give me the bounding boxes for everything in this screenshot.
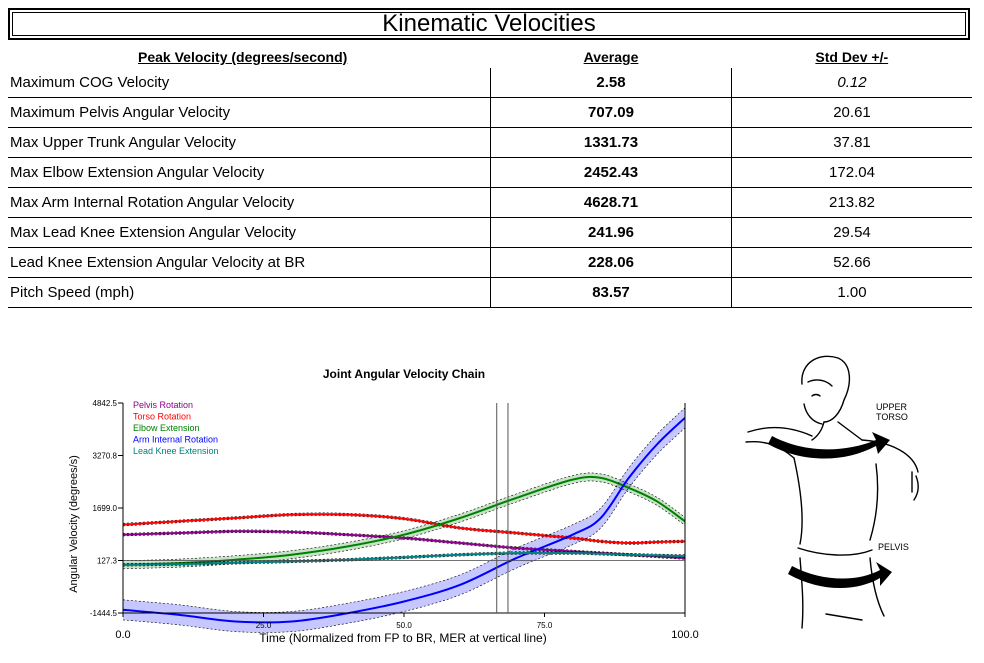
chart-svg: Joint Angular Velocity Chain Angular Vel… [68,367,699,645]
neck-outline [811,421,825,441]
belt-outline [797,547,873,556]
x-tick-label: 0.0 [115,629,130,641]
y-tick-label: 4842.5 [93,399,118,408]
series-line-2 [122,475,686,566]
left-leg-outline [799,557,804,629]
series-lower-bound-0 [122,532,686,560]
table-header-row: Peak Velocity (degrees/second) Average S… [8,46,972,68]
row-average: 2.58 [490,68,732,98]
torso-right-outline [869,463,879,541]
row-std-dev: 37.81 [731,127,972,158]
chart-y-axis-label: Angular Velocity (degrees/s) [68,455,80,593]
legend-entry: Torso Rotation [133,412,191,422]
row-std-dev: 172.04 [731,157,972,188]
row-label: Max Lead Knee Extension Angular Velocity [8,217,491,248]
head-outline [801,355,851,423]
upper-torso-label: UPPER TORSO [876,402,910,422]
series-lower-bound-3 [122,427,686,633]
legend-entry: Elbow Extension [133,423,200,433]
table-row: Pitch Speed (mph) 83.57 1.00 [8,277,972,308]
x-tick-label: 100.0 [671,629,699,641]
series-upper-bound-0 [122,529,686,557]
right-arm-outline [861,439,919,473]
torso-left-outline [793,457,803,545]
series-lower-bound-4 [122,553,686,567]
series-upper-bound-1 [122,512,686,543]
pitcher-torso-illustration: UPPER TORSO PELVIS [742,344,978,634]
series-lower-bound-1 [122,515,686,545]
row-label: Max Elbow Extension Angular Velocity [8,157,491,188]
row-average: 707.09 [490,97,732,128]
y-tick-label: 3270.8 [93,451,118,460]
x-tick-label: 75.0 [537,621,553,630]
row-std-dev: 0.12 [731,68,972,98]
chart-x-axis-label: Time (Normalized from FP to BR, MER at v… [259,631,546,645]
joint-angular-velocity-chart: Joint Angular Velocity Chain Angular Vel… [60,362,710,658]
row-label: Maximum Pelvis Angular Velocity [8,97,491,128]
row-label: Pitch Speed (mph) [8,277,491,308]
row-average: 1331.73 [490,127,732,158]
row-average: 4628.71 [490,187,732,218]
row-std-dev: 20.61 [731,97,972,128]
y-tick-label: 1699.0 [93,504,118,513]
pelvis-rotation-arrow [788,562,892,589]
table-row: Lead Knee Extension Angular Velocity at … [8,247,972,278]
right-leg-outline [869,557,885,617]
series-upper-bound-3 [122,407,686,613]
y-tick-label: 127.3 [97,556,118,565]
row-std-dev: 52.66 [731,247,972,278]
series-upper-bound-4 [122,551,686,564]
table-row: Maximum Pelvis Angular Velocity 707.09 2… [8,97,972,128]
row-label: Max Upper Trunk Angular Velocity [8,127,491,158]
legend-entry: Pelvis Rotation [133,400,193,410]
row-average: 228.06 [490,247,732,278]
table-row: Max Arm Internal Rotation Angular Veloci… [8,187,972,218]
chart-title: Joint Angular Velocity Chain [323,367,485,381]
series-line-1 [122,513,686,545]
upper-torso-rotation-arrow [768,432,890,459]
column-header-peak-velocity: Peak Velocity (degrees/second) [138,49,348,65]
legend-entry: Arm Internal Rotation [133,435,218,445]
x-tick-label: 50.0 [396,621,412,630]
series-line-4 [122,551,686,566]
row-label: Lead Knee Extension Angular Velocity at … [8,247,491,278]
legend-entry: Lead Knee Extension [133,446,219,456]
table-row: Max Upper Trunk Angular Velocity 1331.73… [8,127,972,158]
kinematic-velocities-table: Peak Velocity (degrees/second) Average S… [8,46,972,308]
row-std-dev: 29.54 [731,217,972,248]
series-band-3 [123,407,685,633]
series-line-3 [122,417,686,624]
x-tick-label: 25.0 [256,621,272,630]
series-band-1 [123,512,685,545]
y-tick-label: -1444.5 [90,609,118,618]
row-label: Max Arm Internal Rotation Angular Veloci… [8,187,491,218]
table-row: Max Lead Knee Extension Angular Velocity… [8,217,972,248]
row-average: 241.96 [490,217,732,248]
table-row: Maximum COG Velocity 2.58 0.12 [8,68,972,98]
column-header-average: Average [583,49,639,65]
series-upper-bound-2 [122,472,686,561]
pelvis-label: PELVIS [878,542,909,552]
left-arm-outline [747,427,813,437]
table-row: Max Elbow Extension Angular Velocity 245… [8,157,972,188]
page-title: Kinematic Velocities [8,8,970,40]
row-std-dev: 213.82 [731,187,972,218]
row-std-dev: 1.00 [731,277,972,308]
row-average: 83.57 [490,277,732,308]
row-label: Maximum COG Velocity [8,68,491,98]
row-average: 2452.43 [490,157,732,188]
pitcher-figure-svg: UPPER TORSO PELVIS [745,355,919,629]
column-header-std-dev: Std Dev +/- [815,49,889,65]
